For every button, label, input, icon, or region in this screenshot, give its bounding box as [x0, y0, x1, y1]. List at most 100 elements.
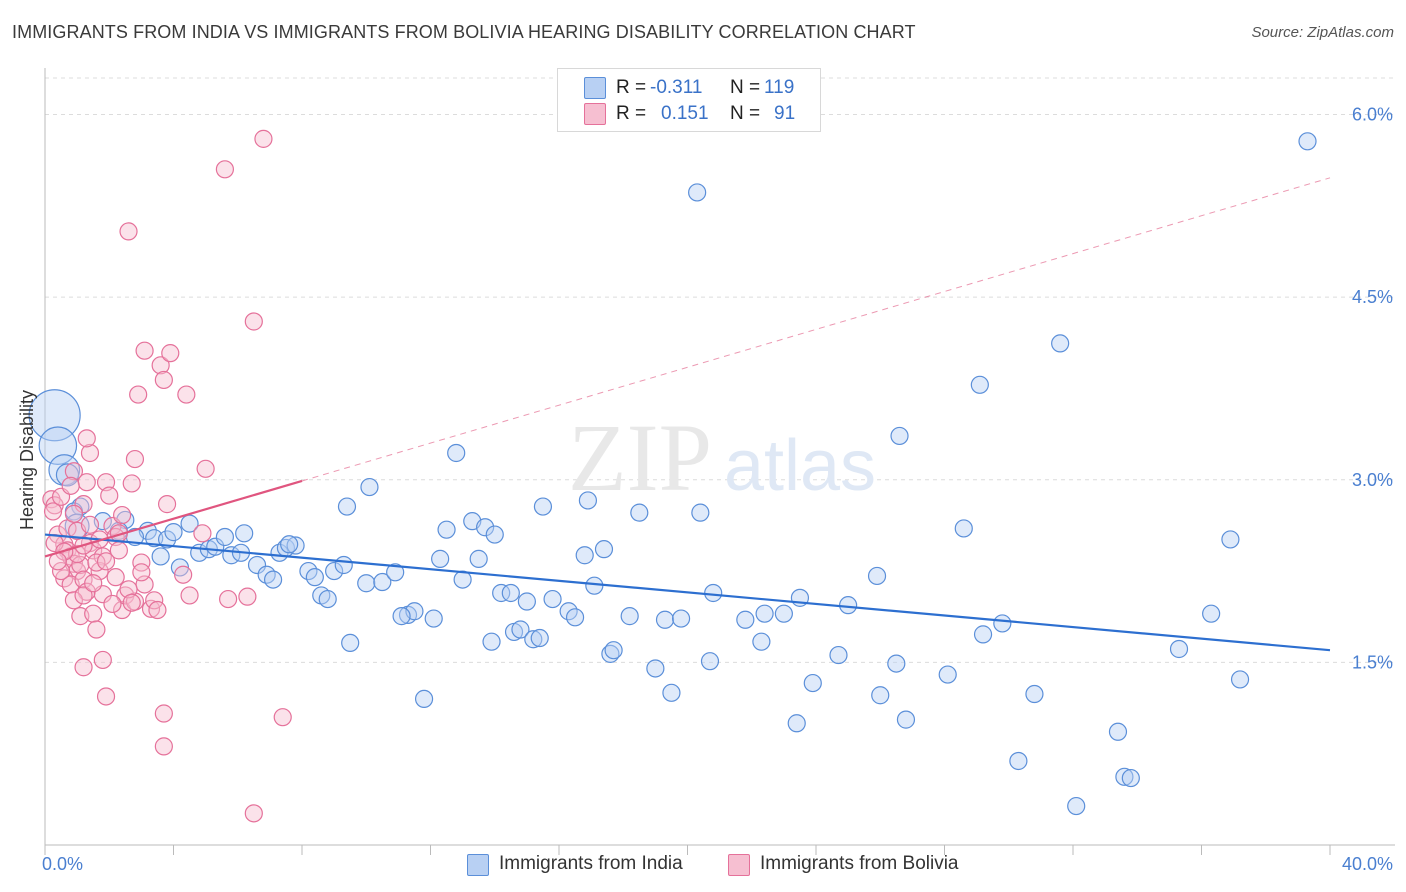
- data-point: [87, 553, 106, 572]
- data-point: [122, 593, 141, 612]
- data-point: [700, 652, 720, 671]
- data-point: [154, 737, 173, 756]
- data-point: [476, 518, 495, 537]
- y-tick-label: 3.0%: [1352, 470, 1393, 490]
- data-point: [74, 495, 93, 514]
- data-point: [896, 710, 916, 729]
- y-tick-label: 6.0%: [1352, 105, 1393, 125]
- data-point: [263, 570, 283, 589]
- legend-r-label: R =: [616, 77, 647, 98]
- data-point: [1025, 684, 1044, 704]
- data-point: [1169, 639, 1189, 659]
- data-point: [164, 523, 183, 542]
- data-point: [55, 463, 80, 487]
- data-point: [736, 610, 755, 629]
- axes: [44, 68, 1395, 855]
- chart-title: IMMIGRANTS FROM INDIA VS IMMIGRANTS FROM…: [12, 22, 916, 42]
- data-point: [485, 525, 504, 544]
- data-point: [80, 515, 100, 534]
- grid-lines: [45, 77, 1395, 663]
- data-point: [74, 586, 93, 605]
- data-point: [132, 553, 151, 572]
- data-point: [180, 586, 199, 605]
- data-point: [469, 549, 488, 568]
- data-point: [1121, 768, 1140, 788]
- source-credit: Source: ZipAtlas.com: [1251, 24, 1394, 41]
- data-point: [145, 529, 164, 548]
- data-point: [938, 665, 957, 684]
- data-point: [414, 689, 434, 709]
- data-point: [125, 449, 145, 469]
- data-point: [148, 600, 167, 620]
- data-point: [492, 583, 511, 603]
- data-point: [578, 491, 598, 510]
- data-point: [829, 645, 848, 665]
- data-point: [157, 530, 177, 549]
- data-point: [96, 552, 116, 571]
- data-point: [517, 592, 536, 611]
- data-point: [157, 495, 177, 514]
- data-point: [671, 609, 691, 628]
- data-point: [80, 443, 100, 463]
- data-point: [51, 561, 71, 581]
- y-axis-label: Hearing Disability: [17, 390, 37, 530]
- bottom-legend-label-india: Immigrants from India: [499, 853, 683, 874]
- data-point: [334, 555, 353, 575]
- watermark-atlas: atlas: [724, 426, 876, 506]
- data-point: [122, 474, 141, 493]
- data-point: [238, 587, 257, 606]
- data-point: [575, 546, 594, 565]
- data-point: [286, 536, 305, 555]
- data-point: [305, 568, 324, 587]
- data-point: [993, 614, 1012, 633]
- data-point: [64, 504, 84, 523]
- data-point: [87, 620, 106, 639]
- series-bolivia: [42, 129, 292, 823]
- bottom-swatch-bolivia: [728, 854, 750, 876]
- data-point: [43, 502, 63, 521]
- data-point: [77, 473, 96, 492]
- data-point: [145, 591, 164, 610]
- data-point: [973, 625, 993, 644]
- data-point: [565, 608, 585, 627]
- data-point: [839, 596, 858, 615]
- legend-swatch-bolivia: [584, 103, 606, 125]
- x-tick-label: 40.0%: [1342, 854, 1393, 874]
- data-point: [77, 429, 96, 448]
- data-point: [129, 385, 148, 404]
- data-point: [84, 574, 103, 593]
- legend-n-value-bolivia: 91: [774, 103, 796, 124]
- data-point: [704, 583, 723, 603]
- data-point: [867, 566, 887, 586]
- data-point: [96, 687, 116, 706]
- data-point: [215, 160, 234, 179]
- data-point: [360, 477, 379, 497]
- trend-line-india: [44, 533, 1331, 652]
- data-point: [318, 589, 337, 609]
- data-point: [530, 628, 549, 648]
- data-point: [630, 503, 649, 522]
- bottom-swatch-india: [467, 854, 489, 876]
- data-point: [524, 630, 543, 649]
- data-point: [74, 658, 93, 677]
- data-point: [174, 565, 193, 584]
- legend-swatch-india: [584, 77, 606, 99]
- y-tick-label: 4.5%: [1352, 287, 1393, 307]
- data-point: [373, 572, 392, 592]
- data-point: [688, 183, 707, 202]
- data-point: [511, 620, 530, 639]
- data-point: [646, 659, 665, 678]
- data-point: [193, 524, 212, 543]
- data-point: [1115, 767, 1134, 786]
- data-point: [235, 524, 254, 543]
- data-point: [585, 576, 604, 595]
- data-point: [1230, 670, 1250, 689]
- series-india: [28, 132, 1317, 816]
- data-point: [112, 600, 132, 620]
- data-point: [752, 632, 771, 651]
- data-point: [431, 549, 450, 568]
- data-point: [61, 476, 80, 495]
- data-point: [337, 497, 357, 516]
- data-point: [424, 609, 443, 628]
